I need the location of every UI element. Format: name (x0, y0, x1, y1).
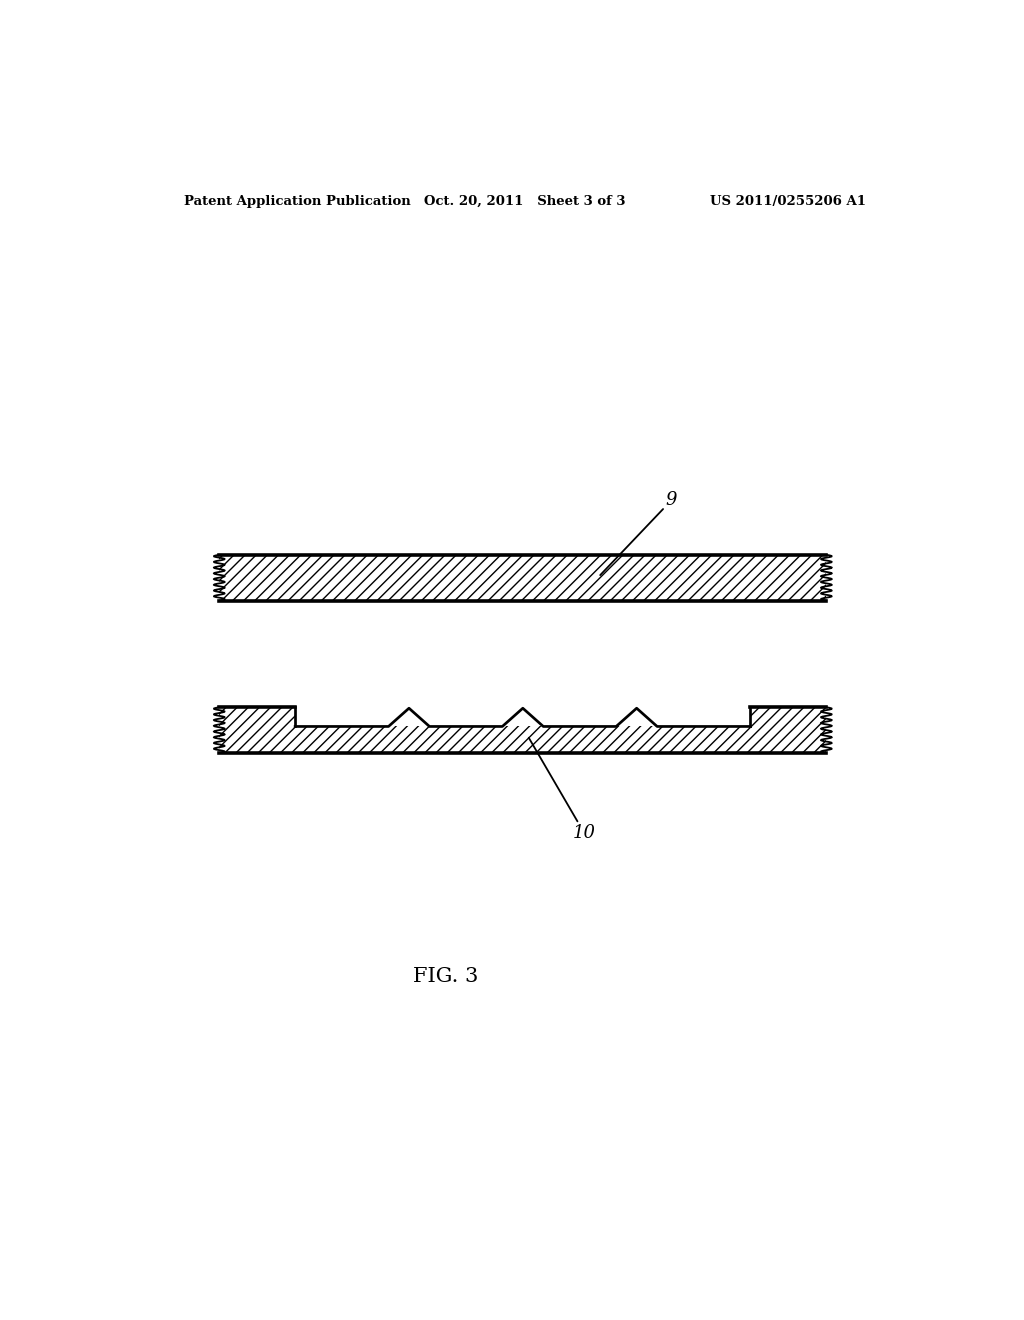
Text: 9: 9 (600, 491, 677, 576)
Bar (219, 708, 826, 752)
Text: FIG. 3: FIG. 3 (413, 968, 478, 986)
Text: Oct. 20, 2011   Sheet 3 of 3: Oct. 20, 2011 Sheet 3 of 3 (424, 195, 626, 209)
Bar (295, 708, 751, 726)
Bar (219, 554, 826, 601)
Text: US 2011/0255206 A1: US 2011/0255206 A1 (710, 195, 866, 209)
Text: 10: 10 (528, 738, 596, 842)
Text: Patent Application Publication: Patent Application Publication (183, 195, 411, 209)
